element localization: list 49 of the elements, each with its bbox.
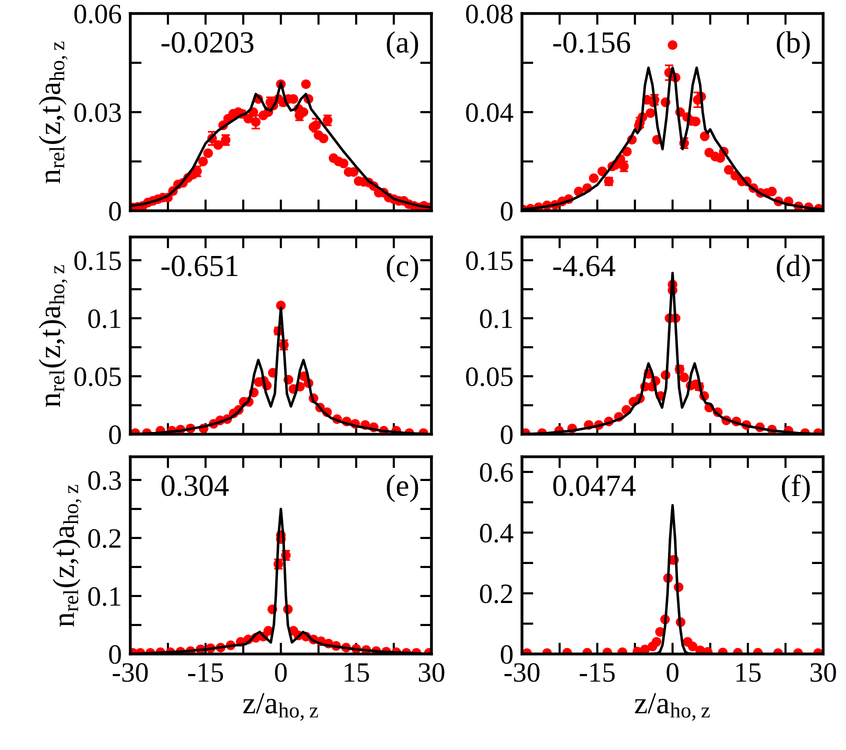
x-tick-label: -15 [188, 663, 224, 682]
y-axis-title: n$_{rel}$(z,t)a$_{ho,z}$ [52, 484, 82, 627]
x-axis-title: z/a$_{ho,z}$ [243, 693, 318, 721]
y-tick-label: 0.1 [88, 309, 120, 328]
y-tick-label: 0 [109, 645, 121, 664]
y-tick-label: 0.1 [480, 309, 512, 328]
annotation: -0.651 [162, 256, 238, 276]
annotation: (a) [386, 31, 418, 59]
y-tick-label: 0.08 [466, 4, 513, 24]
y-tick-label: 0.05 [466, 367, 513, 386]
annotation: (b) [776, 31, 810, 59]
y-tick-label: 0.6 [480, 463, 513, 482]
y-tick-label: 0.3 [88, 471, 121, 490]
x-tick-label: -15 [580, 663, 615, 682]
y-tick-label: 0.2 [480, 584, 512, 604]
x-tick-label: 0 [666, 663, 678, 682]
annotation: -0.0203 [162, 32, 254, 53]
x-tick-label: 15 [736, 663, 761, 682]
y-tick-label: 0.06 [74, 4, 122, 24]
x-tick-label: -30 [504, 663, 540, 682]
y-axis-title: n$_{rel}$(z,t)a$_{ho,z}$ [38, 265, 68, 407]
y-tick-label: 0 [500, 425, 513, 444]
annotation: 0.0474 [553, 475, 636, 496]
annotation: (c) [386, 254, 418, 282]
annotation: -4.64 [553, 256, 616, 276]
annotation: (f) [782, 474, 810, 503]
y-tick-label: 0 [109, 202, 121, 221]
y-tick-label: 0 [500, 645, 513, 664]
y-tick-label: 0.4 [480, 524, 514, 543]
x-axis-title: z/a$_{ho,z}$ [634, 693, 710, 721]
y-tick-label: 0 [109, 425, 121, 444]
annotation: (d) [776, 254, 810, 282]
x-tick-label: -30 [112, 663, 148, 682]
x-tick-label: 0 [274, 663, 287, 682]
y-tick-label: 0.03 [74, 103, 121, 122]
annotation: 0.304 [162, 475, 229, 496]
annotation: -0.156 [553, 32, 630, 53]
x-tick-label: 30 [810, 663, 836, 682]
y-tick-label: 0.2 [88, 529, 120, 548]
y-tick-label: 0.15 [466, 251, 513, 270]
x-tick-label: 30 [418, 663, 444, 682]
annotation: (e) [386, 474, 418, 502]
y-tick-label: 0.1 [88, 587, 120, 606]
y-tick-label: 0 [500, 202, 513, 221]
x-tick-label: 15 [344, 663, 369, 682]
y-tick-label: 0.04 [466, 103, 514, 122]
y-axis-title: n$_{rel}$(z,t)a$_{ho,z}$ [38, 42, 68, 184]
y-tick-label: 0.05 [74, 367, 121, 386]
y-tick-label: 0.15 [74, 251, 121, 270]
